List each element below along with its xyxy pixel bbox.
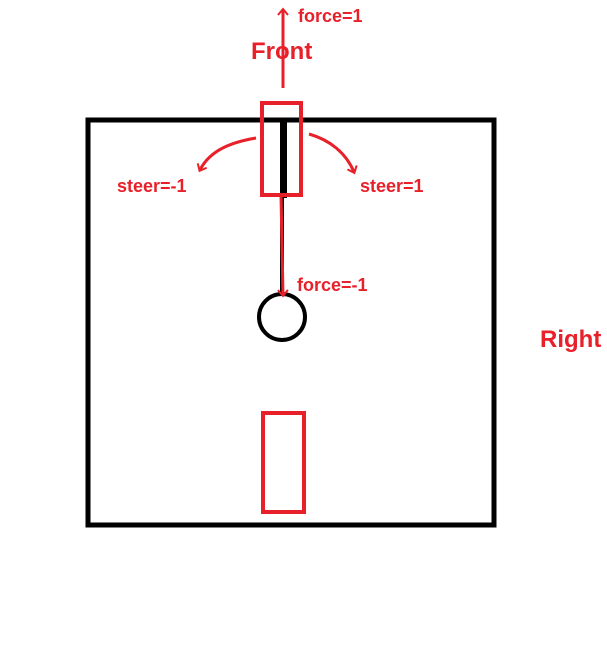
steer-right-label: steer=1: [360, 176, 424, 196]
pivot-circle: [257, 292, 307, 342]
force-forward-label: force=1: [298, 6, 363, 26]
front-shaft: [280, 118, 287, 198]
steer-left-label: steer=-1: [117, 176, 187, 196]
steer-right-arrow: [308, 132, 358, 175]
body-outline: [85, 117, 497, 528]
steer-left-arrow: [196, 136, 257, 173]
right-label: Right: [540, 326, 601, 353]
force-backward-label: force=-1: [297, 275, 368, 295]
front-label: Front: [251, 38, 312, 65]
rear-wheel: [261, 411, 306, 514]
force-backward-arrow: [277, 194, 289, 298]
